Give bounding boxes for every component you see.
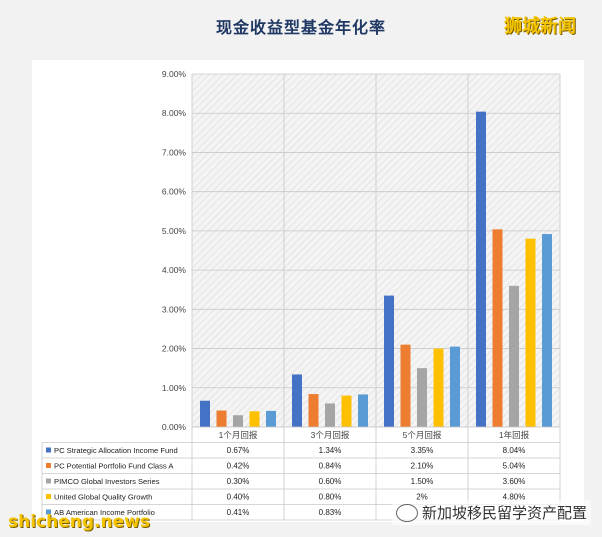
bar — [216, 410, 227, 427]
bar — [249, 411, 260, 427]
data-label: 0.40% — [227, 493, 250, 502]
brand-logo: 狮城新闻 — [504, 16, 576, 37]
legend-entry: PC Strategic Allocation Income Fund — [54, 446, 178, 455]
bar — [341, 395, 352, 427]
watermark-site: shicheng.news — [8, 512, 150, 532]
legend-swatch — [46, 478, 51, 484]
bar — [266, 410, 276, 427]
x-category-label: 1年回报 — [499, 430, 530, 440]
data-label: 0.41% — [227, 508, 250, 517]
watermark-account: 新加坡移民留学资产配置 — [392, 500, 592, 525]
x-category-label: 1个月回报 — [219, 430, 258, 440]
data-label: 0.60% — [319, 477, 342, 486]
legend-swatch — [46, 494, 51, 499]
data-label: 2.10% — [411, 462, 434, 471]
bar — [308, 394, 319, 427]
y-tick-label: 4.00% — [162, 265, 187, 275]
legend-swatch — [46, 447, 51, 453]
data-label: 0.84% — [319, 462, 342, 471]
y-tick-label: 5.00% — [162, 226, 187, 236]
bar — [433, 348, 444, 427]
wechat-icon — [396, 503, 418, 522]
data-label: 4.80% — [503, 493, 526, 502]
bar — [384, 295, 394, 427]
legend-entry: United Global Quality Growth — [54, 493, 152, 502]
watermark-account-label: 新加坡移民留学资产配置 — [422, 504, 588, 522]
data-label: 0.42% — [227, 462, 250, 471]
legend-entry: PIMCO Global Investors Series — [54, 477, 160, 486]
bar — [200, 400, 210, 427]
x-category-label: 5个月回报 — [403, 430, 442, 440]
bar — [525, 238, 536, 427]
bar — [476, 111, 486, 428]
legend-swatch — [46, 509, 51, 515]
data-label: 0.30% — [227, 477, 250, 486]
data-label: 1.50% — [411, 477, 434, 486]
bar — [450, 346, 460, 427]
legend-entry: AB American Income Portfolio — [54, 508, 155, 517]
data-label: 8.04% — [503, 446, 526, 455]
chart-title: 现金收益型基金年化率 — [215, 18, 386, 37]
y-tick-label: 3.00% — [162, 304, 187, 314]
bar — [417, 368, 427, 427]
data-label: 5.04% — [503, 462, 526, 471]
bar-chart: 0.00% 1.00% 2.00% 3.00% 4.00% 5.00% 6.00% 7.00%… — [41, 69, 561, 521]
y-tick-label: 2.00% — [162, 344, 187, 354]
y-tick-label: 6.00% — [162, 187, 187, 197]
bar — [358, 394, 368, 427]
data-label: 3.35% — [411, 446, 434, 455]
chart-panel: 0.00% 1.00% 2.00% 3.00% 4.00% 5.00% 6.00% 7.00%… — [32, 60, 584, 522]
y-tick-label: 7.00% — [162, 147, 187, 157]
bar — [325, 403, 335, 427]
bar — [233, 415, 243, 427]
y-tick-label: 8.00% — [162, 108, 187, 118]
legend-entry: PC Potential Portfolio Fund Class A — [54, 462, 174, 471]
data-label: 3.60% — [503, 477, 526, 486]
y-tick-label: 0.00% — [162, 422, 187, 432]
data-label: 2% — [416, 493, 428, 502]
legend-swatch — [46, 463, 51, 468]
y-tick-label: 9.00% — [162, 69, 187, 79]
bar — [400, 344, 411, 427]
bar — [542, 234, 552, 427]
bar — [509, 285, 519, 427]
x-category-label: 3个月回报 — [311, 430, 350, 440]
bar — [292, 374, 302, 427]
y-tick-label: 1.00% — [162, 383, 187, 393]
data-label: 0.67% — [227, 446, 250, 455]
data-label: 1.34% — [319, 446, 342, 455]
data-label: 0.83% — [319, 508, 342, 517]
data-label: 0.80% — [319, 493, 342, 502]
bar — [492, 229, 503, 427]
